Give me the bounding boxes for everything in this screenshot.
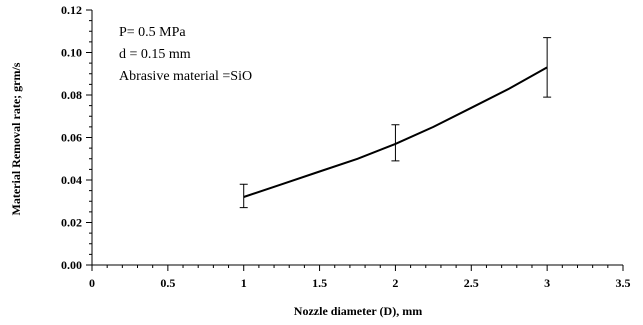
y-tick-label: 0.00: [61, 258, 82, 272]
y-axis-label: Material Removal rate; grm/s: [9, 62, 23, 215]
x-tick-label: 3: [544, 276, 550, 290]
x-axis-label: Nozzle diameter (D), mm: [294, 304, 422, 318]
y-tick-label: 0.04: [61, 173, 82, 187]
annotation-pressure: P= 0.5 MPa: [119, 25, 186, 40]
y-tick-label: 0.02: [61, 216, 82, 230]
y-tick-label: 0.06: [61, 131, 82, 145]
y-tick-label: 0.12: [61, 3, 82, 17]
x-tick-label: 0.5: [160, 276, 175, 290]
x-tick-label: 3.5: [616, 276, 631, 290]
x-tick-label: 0: [89, 276, 95, 290]
x-tick-label: 1: [241, 276, 247, 290]
y-tick-label: 0.10: [61, 46, 82, 60]
x-tick-label: 1.5: [312, 276, 327, 290]
x-tick-label: 2.5: [464, 276, 479, 290]
annotation-abrasive: Abrasive material =SiO: [119, 69, 252, 84]
annotation-diameter: d = 0.15 mm: [119, 47, 191, 62]
axes-layer: 0.00 0.02 0.04 0.06 0.08 0.10 0.12 0 0.5 1 1.5 2 2.5…: [61, 3, 631, 290]
data-layer: [239, 37, 552, 209]
y-tick-label: 0.08: [61, 88, 82, 102]
x-tick-label: 2: [392, 276, 398, 290]
annotation-layer: P= 0.5 MPa d = 0.15 mm Abrasive material…: [119, 25, 252, 84]
